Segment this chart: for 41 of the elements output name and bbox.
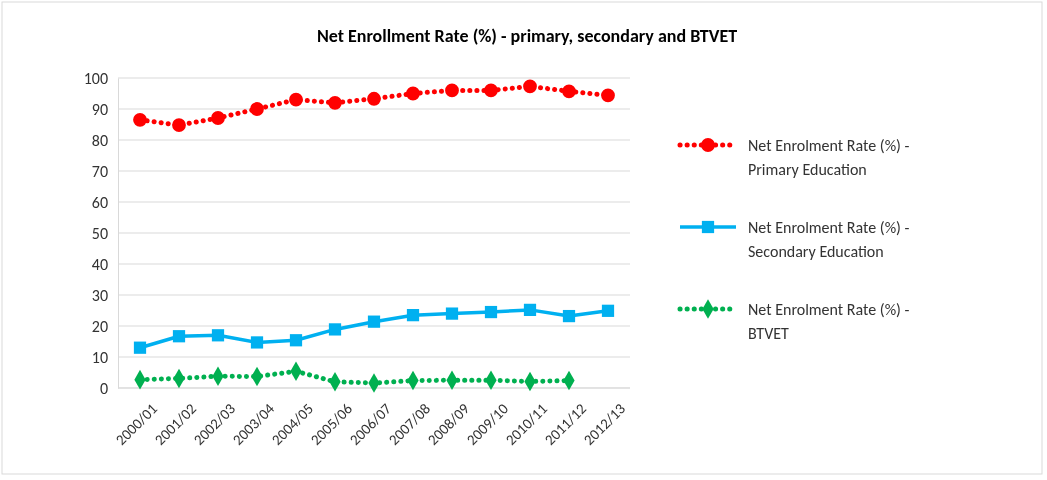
point	[484, 83, 498, 98]
legend-label: Net Enrolment Rate (%) - Secondary Education	[748, 218, 910, 261]
y-tick-label: 10	[91, 347, 108, 367]
y-tick-label: 90	[91, 99, 108, 119]
point	[406, 86, 420, 101]
point	[601, 304, 615, 317]
point	[406, 309, 420, 322]
y-tick-label: 40	[91, 254, 108, 274]
y-tick-label: 30	[91, 285, 108, 305]
point	[562, 309, 576, 323]
point	[523, 303, 537, 316]
point	[172, 330, 186, 343]
point	[367, 315, 381, 328]
point	[601, 88, 615, 103]
y-tick-label: 70	[91, 161, 108, 181]
legend-label: Net Enrolment Rate (%) - Primary Education	[748, 136, 910, 179]
y-tick-label: 80	[91, 130, 108, 150]
point	[523, 79, 537, 94]
point	[211, 329, 225, 342]
point	[562, 84, 576, 99]
point	[289, 92, 303, 107]
point	[211, 111, 225, 125]
point	[133, 341, 147, 354]
point	[289, 334, 303, 347]
point	[445, 307, 459, 320]
y-tick-label: 0	[99, 378, 108, 398]
y-tick-label: 20	[91, 316, 108, 336]
y-tick-label: 60	[91, 192, 108, 212]
point	[484, 305, 498, 319]
point	[367, 91, 381, 106]
point	[328, 95, 342, 110]
point	[250, 336, 264, 349]
y-tick-label: 50	[91, 223, 108, 243]
point	[445, 83, 459, 98]
point	[250, 102, 264, 116]
legend-label: Net Enrolment Rate (%) - BTVET	[748, 300, 910, 343]
chart-title: Net Enrollment Rate (%) - primary, secondary and BTVET	[316, 25, 738, 47]
y-tick-label: 100	[83, 68, 108, 88]
point	[328, 323, 342, 336]
point	[133, 112, 147, 127]
point	[172, 118, 186, 133]
